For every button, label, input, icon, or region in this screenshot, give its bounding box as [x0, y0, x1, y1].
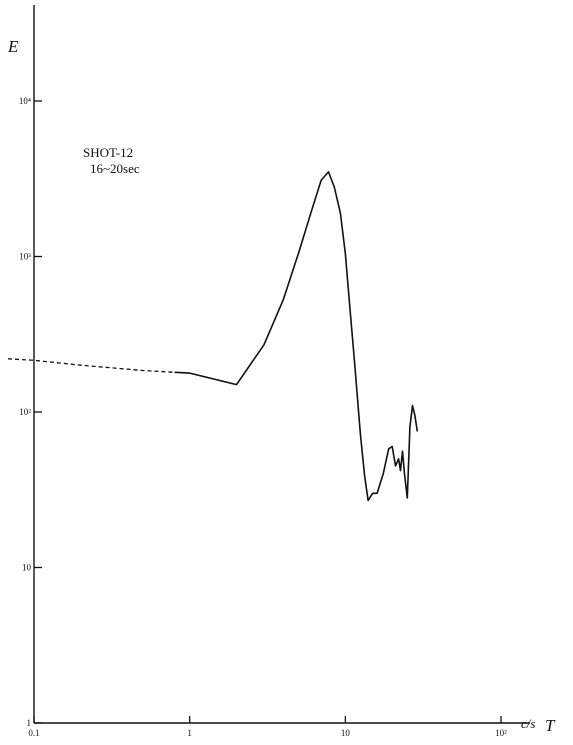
- x-axis-title: T: [545, 716, 556, 735]
- series-line-dashed: [7, 358, 175, 373]
- y-tick-label: 10⁴: [19, 96, 31, 106]
- y-tick-label: 10: [22, 563, 32, 573]
- x-tick-label: 1: [187, 728, 192, 738]
- y-tick-label: 10²: [19, 407, 31, 417]
- series-group: [7, 171, 419, 502]
- y-axis-title: E: [7, 37, 19, 56]
- annotation-shot: SHOT-12: [83, 145, 133, 160]
- x-axis-unit: c/s: [521, 716, 535, 731]
- y-tick-label: 10³: [19, 252, 31, 262]
- x-tick-label: 0.1: [28, 728, 39, 738]
- x-tick-label: 10: [341, 728, 351, 738]
- x-tick-label: 10²: [495, 728, 507, 738]
- annotation-time: 16~20sec: [90, 161, 140, 176]
- series-line-solid: [174, 171, 419, 502]
- y-tick-label: 1: [27, 718, 32, 728]
